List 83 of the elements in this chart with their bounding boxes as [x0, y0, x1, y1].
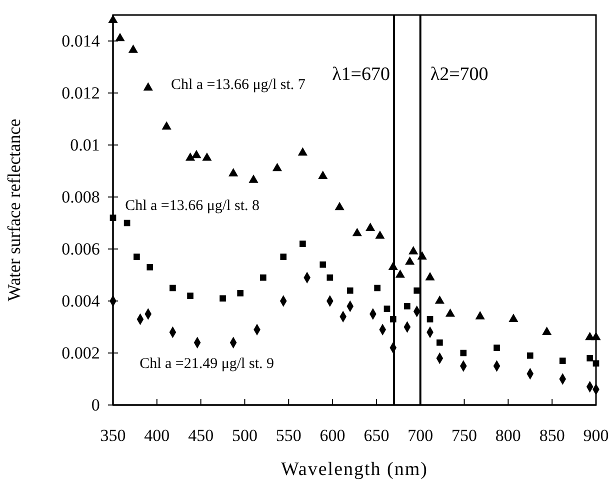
- point: [508, 314, 518, 322]
- point: [334, 202, 344, 210]
- point: [352, 228, 362, 236]
- point: [260, 274, 266, 281]
- point: [426, 316, 434, 322]
- x-tick-label: 350: [100, 426, 126, 446]
- y-tick-label: 0.008: [62, 187, 100, 206]
- x-tick-label: 650: [364, 426, 390, 446]
- point: [115, 32, 125, 42]
- x-tick-label: 600: [320, 426, 346, 446]
- point: [395, 269, 405, 278]
- point: [146, 264, 154, 270]
- x-tick-label: 400: [144, 426, 170, 446]
- point: [272, 162, 282, 172]
- point: [128, 44, 138, 53]
- point: [384, 306, 390, 312]
- y-tick-label: 0.004: [62, 291, 100, 310]
- point: [559, 358, 566, 364]
- x-axis-title: Wavelength (nm): [281, 459, 428, 480]
- point: [586, 355, 594, 362]
- point: [436, 339, 443, 346]
- y-tick-label: 0.006: [62, 239, 100, 258]
- point: [228, 168, 238, 176]
- y-tick-label: 0.012: [62, 83, 100, 102]
- point: [346, 287, 354, 294]
- point: [192, 150, 202, 158]
- point: [542, 326, 552, 335]
- y-tick-label: 0.01: [70, 135, 100, 154]
- point: [404, 303, 410, 310]
- ref-line-label: λ1=670: [332, 64, 390, 85]
- point: [143, 82, 153, 91]
- point: [390, 316, 396, 322]
- point: [592, 360, 600, 367]
- point: [185, 152, 196, 161]
- y-tick-label: 0.002: [62, 343, 100, 362]
- x-tick-label: 700: [408, 426, 434, 446]
- point: [187, 292, 194, 299]
- x-tick-label: 850: [539, 426, 565, 446]
- point: [220, 295, 226, 302]
- point: [526, 352, 534, 359]
- point: [326, 274, 334, 281]
- point: [300, 240, 306, 247]
- point: [237, 290, 244, 296]
- x-tick-label: 900: [583, 426, 609, 446]
- point: [366, 222, 376, 231]
- point: [591, 332, 601, 340]
- ref-line-label: λ2=700: [430, 64, 488, 85]
- point: [298, 147, 308, 156]
- point: [374, 284, 380, 292]
- point: [445, 308, 456, 317]
- point: [110, 214, 116, 221]
- point: [475, 311, 485, 320]
- point: [375, 230, 385, 239]
- point: [460, 350, 467, 356]
- point: [280, 254, 287, 260]
- point: [108, 14, 118, 23]
- point: [318, 170, 328, 179]
- x-tick-label: 550: [276, 426, 302, 446]
- x-tick-label: 750: [452, 426, 478, 446]
- series-label: Chl a =13.66 μg/l st. 7: [170, 77, 306, 94]
- point: [248, 174, 258, 183]
- y-tick-label: 0.014: [62, 31, 100, 50]
- series-label: Chl a =21.49 μg/l st. 9: [140, 356, 274, 372]
- point: [494, 344, 500, 351]
- y-axis-title: Water surface reflectance: [4, 118, 24, 302]
- point: [162, 121, 172, 130]
- point: [417, 251, 427, 260]
- point: [202, 152, 212, 161]
- point: [425, 272, 435, 280]
- point: [134, 254, 140, 260]
- x-tick-label: 500: [232, 426, 258, 446]
- x-tick-label: 800: [495, 426, 521, 446]
- point: [170, 284, 176, 292]
- point: [408, 246, 418, 254]
- point: [388, 262, 398, 270]
- point: [405, 256, 415, 265]
- y-tick-label: 0: [91, 395, 100, 414]
- point: [124, 220, 130, 226]
- point: [414, 287, 420, 294]
- x-tick-label: 450: [188, 426, 214, 446]
- point: [434, 295, 444, 304]
- point: [320, 261, 326, 268]
- series-label: Chl a =13.66 μg/l st. 8: [125, 198, 260, 214]
